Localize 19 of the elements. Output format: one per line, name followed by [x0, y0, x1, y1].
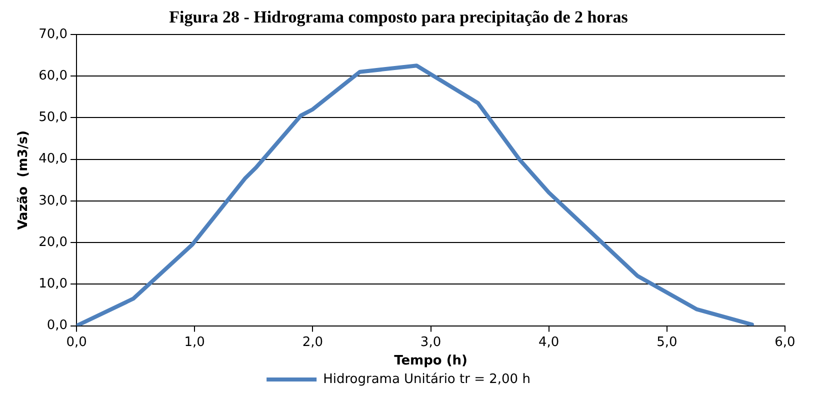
x-tick-label: 5,0 [656, 334, 678, 350]
y-tick-label: 50,0 [38, 110, 68, 126]
x-tick-label: 4,0 [538, 334, 560, 350]
y-tick-label: 10,0 [38, 276, 68, 292]
x-tick-label: 2,0 [302, 334, 324, 350]
x-tick-label: 3,0 [420, 334, 442, 350]
y-tick-label: 60,0 [38, 68, 68, 84]
y-tick-label: 0,0 [46, 318, 68, 334]
y-tick-label: 70,0 [38, 26, 68, 42]
x-tick-label: 0,0 [66, 334, 87, 350]
x-axis-title: Tempo (h) [394, 354, 468, 369]
x-tick-label: 6,0 [774, 334, 796, 350]
y-tick-label: 30,0 [38, 193, 68, 208]
chart-title: Figura 28 - Hidrograma composto para precipitação de 2 horas [169, 8, 628, 27]
x-tick-label: 1,0 [184, 334, 205, 350]
y-axis-title: Vazão (m3/s) [16, 130, 32, 230]
legend-label: Hidrograma Unitário tr = 2,00 h [323, 372, 530, 387]
y-tick-label: 20,0 [38, 234, 68, 250]
y-tick-label: 40,0 [38, 152, 68, 167]
